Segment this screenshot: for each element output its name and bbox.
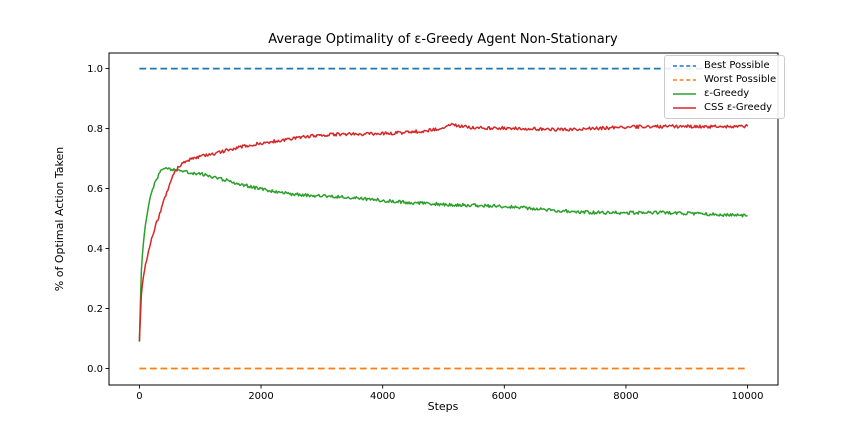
x-tick-label: 8000 (613, 391, 638, 402)
series-layer (138, 67, 749, 370)
legend-row-css-eps-greedy: CSS ε-Greedy (672, 102, 776, 114)
line-css-eps-greedy (138, 122, 749, 342)
legend-swatch-worst-possible (673, 79, 696, 81)
line-eps-greedy (138, 166, 748, 342)
legend-row-worst-possible: Worst Possible (672, 74, 776, 86)
y-tick-label: 1.0 (87, 64, 103, 75)
x-axis-label: Steps (428, 400, 459, 413)
legend-row-eps-greedy: ε-Greedy (672, 88, 776, 100)
y-tick-label: 0.2 (87, 304, 103, 315)
x-tick-label: 2000 (248, 391, 273, 402)
axis-ticks: 0 2000 4000 6000 8000 10000 0.0 0.2 0.4 0.6 0.8 1.0 (87, 64, 763, 402)
legend-label-css-eps-greedy: CSS ε-Greedy (704, 102, 773, 113)
y-tick-label: 0.8 (87, 124, 103, 135)
legend: Best Possible Worst Possible ε-Greedy CSS ε… (664, 55, 786, 119)
y-tick-label: 0.0 (87, 364, 103, 375)
y-tick-label: 0.4 (87, 244, 103, 255)
y-tick-label: 0.6 (87, 184, 103, 195)
legend-swatch-best-possible (673, 65, 696, 67)
x-tick-label: 6000 (492, 391, 517, 402)
legend-swatch-eps-greedy (673, 93, 696, 95)
chart-title: Average Optimality of ε-Greedy Agent Non… (268, 32, 618, 47)
legend-row-best-possible: Best Possible (672, 60, 776, 72)
x-tick-label: 4000 (370, 391, 395, 402)
plot-border (108, 52, 779, 386)
legend-label-eps-greedy: ε-Greedy (704, 88, 750, 99)
legend-label-worst-possible: Worst Possible (704, 74, 777, 85)
x-tick-label: 10000 (732, 391, 764, 402)
legend-swatch-css-eps-greedy (673, 107, 696, 109)
y-axis-label: % of Optimal Action Taken (53, 147, 66, 291)
legend-label-best-possible: Best Possible (704, 60, 770, 71)
x-tick-label: 0 (136, 391, 142, 402)
